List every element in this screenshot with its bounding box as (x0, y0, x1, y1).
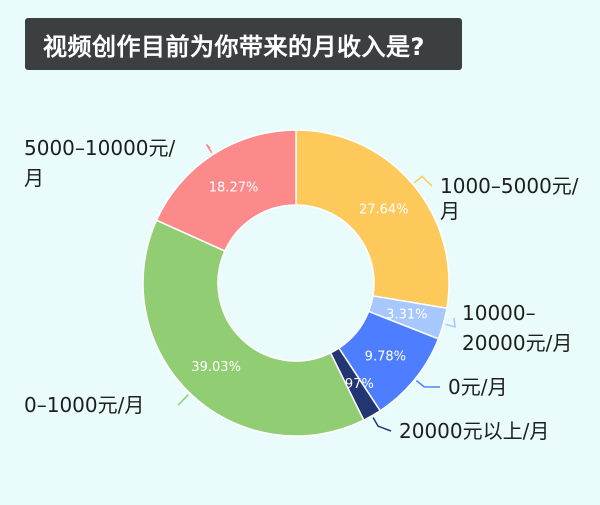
category-label-20000-plus: 20000元以上/月 (399, 419, 549, 443)
slice-1000-5000 (295, 129, 450, 310)
leader-line-0-1000 (177, 394, 189, 406)
category-label-10000-20000: 10000– 20000元/月 (462, 301, 572, 355)
slice-5000-10000 (155, 129, 297, 252)
leader-line-0 (415, 380, 441, 388)
chart-title-bar: 视频创作目前为你带来的月收入是? (25, 18, 462, 70)
percent-label-0: 9.78% (365, 349, 406, 364)
category-label-0-1000: 0–1000元/月 (24, 393, 144, 417)
category-label-0: 0元/月 (448, 375, 507, 399)
percent-label-1000-5000: 27.64% (359, 203, 409, 218)
leader-line-1000-5000 (413, 175, 433, 187)
chart-title: 视频创作目前为你带来的月收入是? (43, 32, 425, 61)
percent-label-5000-10000: 18.27% (209, 180, 259, 195)
category-label-1000-5000: 1000–5000元/月 (440, 174, 579, 223)
leader-line-20000-plus (372, 417, 392, 432)
leader-line-5000-10000 (205, 143, 213, 154)
leader-line-10000-20000 (445, 317, 456, 329)
slice-0-1000 (142, 219, 365, 437)
percent-label-10000-20000: 3.31% (386, 308, 427, 323)
category-label-5000-10000: 5000–10000元/月 (24, 136, 176, 190)
percent-label-0-1000: 39.03% (191, 360, 241, 375)
